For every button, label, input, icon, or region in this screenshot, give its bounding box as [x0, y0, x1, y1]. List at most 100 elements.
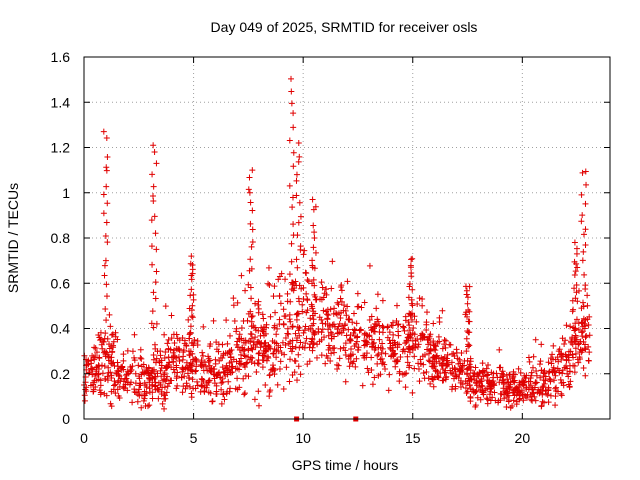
data-point: [307, 326, 314, 333]
data-point-burst: [102, 257, 109, 264]
data-point: [132, 370, 139, 377]
data-point: [170, 366, 177, 373]
data-point: [253, 369, 260, 376]
data-point: [498, 390, 505, 397]
data-point-burst: [100, 191, 107, 198]
data-point: [224, 365, 231, 372]
data-point: [404, 353, 411, 360]
data-point: [580, 364, 587, 371]
data-point: [282, 335, 289, 342]
data-point: [483, 395, 490, 402]
data-point: [201, 387, 208, 394]
data-point-burst: [571, 285, 578, 292]
data-point: [400, 324, 407, 331]
data-point: [472, 402, 479, 409]
data-point: [335, 362, 342, 369]
data-point: [171, 347, 178, 354]
data-point-burst: [582, 282, 589, 289]
data-point: [95, 331, 102, 338]
data-point: [355, 346, 362, 353]
data-point: [532, 379, 539, 386]
data-point: [278, 270, 285, 277]
data-point-burst: [148, 217, 155, 224]
data-point: [396, 370, 403, 377]
data-point: [93, 363, 100, 370]
data-point-burst: [247, 338, 254, 345]
data-point-burst: [296, 199, 303, 206]
data-point: [576, 355, 583, 362]
data-point-burst: [406, 283, 413, 290]
data-point: [529, 364, 536, 371]
data-point: [306, 358, 313, 365]
data-point: [173, 375, 180, 382]
data-point: [318, 352, 325, 359]
data-point: [342, 378, 349, 385]
data-point: [193, 357, 200, 364]
data-point: [86, 369, 93, 376]
data-point: [338, 282, 345, 289]
data-point: [394, 358, 401, 365]
data-point: [371, 374, 378, 381]
data-point: [359, 382, 366, 389]
data-point: [457, 360, 464, 367]
data-point: [489, 394, 496, 401]
data-point-burst: [246, 189, 253, 196]
data-point-burst: [188, 253, 195, 260]
plot-frame: [83, 56, 611, 420]
data-point: [110, 342, 117, 349]
data-point: [312, 296, 319, 303]
data-point-burst: [248, 345, 255, 352]
data-point: [230, 295, 237, 302]
data-point-burst: [287, 338, 294, 345]
data-point: [144, 403, 151, 410]
data-point: [219, 375, 226, 382]
data-point: [266, 281, 273, 288]
data-point: [118, 375, 125, 382]
data-point-burst: [293, 337, 300, 344]
data-point: [158, 357, 165, 364]
data-point: [124, 347, 131, 354]
data-point: [237, 360, 244, 367]
data-point: [336, 355, 343, 362]
data-point: [286, 378, 293, 385]
data-point: [292, 330, 299, 337]
data-point: [234, 375, 241, 382]
data-point: [271, 283, 278, 290]
data-point: [539, 388, 546, 395]
data-point: [238, 272, 245, 279]
data-point: [560, 353, 567, 360]
data-point: [582, 334, 589, 341]
data-point: [200, 323, 207, 330]
data-point: [386, 371, 393, 378]
data-point: [428, 363, 435, 370]
data-point: [84, 361, 91, 368]
data-point: [485, 361, 492, 368]
data-point: [400, 323, 407, 330]
data-point: [389, 319, 396, 326]
y-tick-label: 0.8: [51, 230, 71, 246]
data-point: [304, 361, 311, 368]
data-point-burst: [288, 258, 295, 265]
data-point: [168, 335, 175, 342]
data-point: [151, 368, 158, 375]
data-point-burst: [311, 282, 318, 289]
data-point-burst: [293, 311, 300, 318]
data-point-burst: [578, 218, 585, 225]
data-point: [244, 359, 251, 366]
data-point: [558, 356, 565, 363]
data-point: [457, 366, 464, 373]
data-point: [559, 335, 566, 342]
data-point: [347, 331, 354, 338]
data-point: [549, 366, 556, 373]
data-point-burst: [582, 200, 589, 207]
data-point: [483, 372, 490, 379]
data-point: [280, 386, 287, 393]
data-point-burst: [248, 295, 255, 302]
data-point: [165, 346, 172, 353]
data-point: [514, 389, 521, 396]
data-point: [232, 365, 239, 372]
data-point: [517, 369, 524, 376]
data-point: [540, 377, 547, 384]
data-point: [310, 316, 317, 323]
data-point: [262, 348, 269, 355]
